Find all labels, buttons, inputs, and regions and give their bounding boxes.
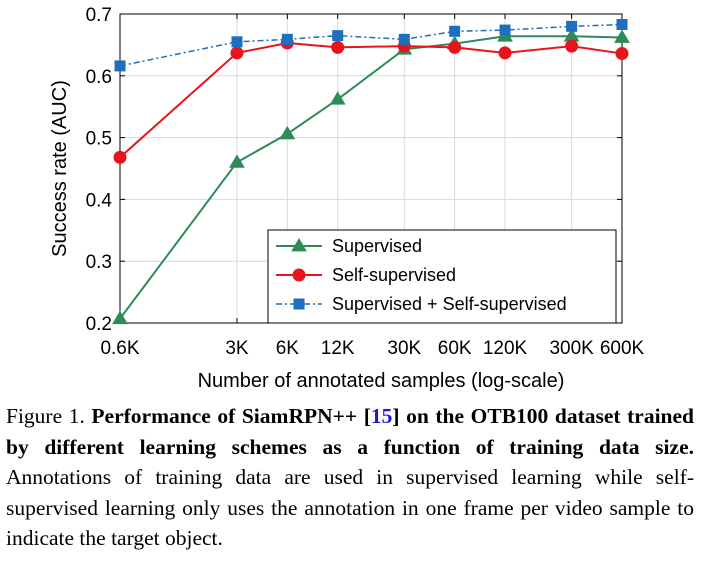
series-1-point-6 [498,46,512,60]
series-line-2 [119,23,623,67]
x-tick-label: 30K [387,338,421,359]
series-1-point-7 [565,39,579,53]
x-axis-title: Number of annotated samples (log-scale) [198,370,565,392]
series-0-point-2 [279,125,296,140]
legend-label: Supervised [332,236,422,256]
series-2-point-0 [114,60,126,72]
series-0-point-1 [229,154,245,168]
series-2-point-5 [449,25,461,37]
caption-label: Figure 1. [6,404,85,428]
line-chart: 0.2 0.3 0.4 0.5 0.6 0.7 0.6K 3K 6K 12K 30K 60K 120K 3… [49,5,645,392]
legend-label: Supervised + Self-supervised [332,294,567,314]
x-tick-label: 120K [483,338,528,359]
x-tick-label: 12K [321,338,355,359]
figure-caption: Figure 1. Performance of SiamRPN++ [15] … [6,401,694,554]
series-2-point-8 [616,19,628,31]
legend-box [267,229,617,324]
series-1-point-5 [448,40,462,54]
y-axis-title: Success rate (AUC) [49,80,71,257]
y-tick-label: 0.3 [86,252,112,273]
caption-reference-link[interactable]: 15 [370,404,393,428]
y-tick-label: 0.5 [86,129,112,150]
series-1-point-0 [113,150,127,164]
x-tick-label: 300K [549,338,594,359]
series-2-point-3 [332,30,344,42]
caption-body: Annotations of training data are used in… [6,465,694,550]
series-1-point-1 [230,46,244,60]
x-tick-label: 60K [438,338,472,359]
y-tick-label: 0.6 [86,67,112,88]
legend-marker-1 [292,268,306,282]
caption-bold-2: ] on the OTB100 dataset trained by diffe… [6,404,694,459]
x-tick-label: 0.6K [100,338,139,359]
series-0-point-3 [329,91,346,105]
series-2-point-2 [281,33,293,45]
legend-marker-2 [293,298,305,310]
caption-bold-1: Performance of SiamRPN++ [ [91,404,371,428]
series-1-point-8 [615,47,629,61]
legend-label: Self-supervised [332,265,456,285]
chart: 0.2 0.3 0.4 0.5 0.6 0.7 0.6K 3K 6K 12K 30K 60K 120K 3… [49,5,645,392]
series-0-point-8 [614,29,630,43]
legend-marker-0 [291,238,307,252]
series-line-1 [119,42,623,159]
x-tick-label: 6K [276,338,300,359]
series-2-point-4 [398,33,410,45]
y-tick-label: 0.7 [86,5,112,26]
series-2-point-1 [231,36,243,48]
series-2-point-7 [566,20,578,32]
series-1-point-3 [331,40,345,54]
series-0-point-0 [112,310,128,325]
series-2-point-6 [499,24,511,36]
y-tick-label: 0.4 [86,190,113,211]
x-tick-label: 3K [225,338,249,359]
y-tick-label: 0.2 [86,314,112,335]
x-tick-label: 600K [600,338,645,359]
